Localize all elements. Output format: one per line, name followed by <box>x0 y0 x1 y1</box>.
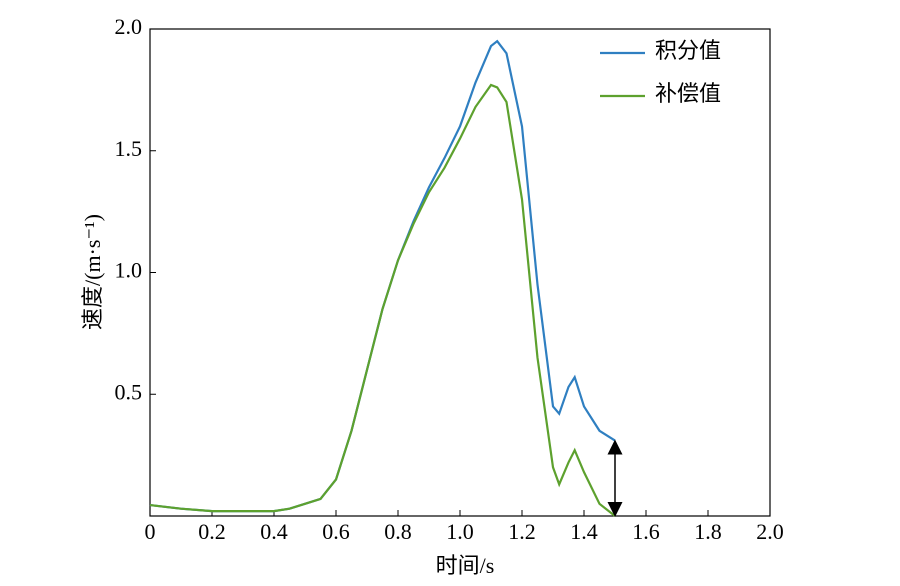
x-tick-label: 0.2 <box>198 519 226 544</box>
x-tick-label: 1.4 <box>570 519 598 544</box>
x-tick-label: 0 <box>145 519 156 544</box>
x-tick-label: 1.0 <box>446 519 474 544</box>
x-axis-label: 时间/s <box>436 553 495 578</box>
legend-label: 积分值 <box>655 38 721 63</box>
y-tick-label: 2.0 <box>115 14 143 39</box>
x-tick-label: 0.6 <box>322 519 350 544</box>
y-tick-label: 1.5 <box>115 136 143 161</box>
x-tick-label: 2.0 <box>756 519 784 544</box>
x-tick-label: 1.2 <box>508 519 536 544</box>
x-tick-label: 0.4 <box>260 519 288 544</box>
x-tick-label: 1.6 <box>632 519 660 544</box>
line-series <box>149 83 616 517</box>
line-series <box>149 39 616 513</box>
y-axis-label: 速度/(m·s⁻¹) <box>80 214 105 330</box>
x-tick-label: 0.8 <box>384 519 412 544</box>
y-tick-label: 1.0 <box>115 258 143 283</box>
y-tick-label: 0.5 <box>115 379 143 404</box>
legend-label: 补偿值 <box>655 81 721 106</box>
x-tick-label: 1.8 <box>694 519 722 544</box>
